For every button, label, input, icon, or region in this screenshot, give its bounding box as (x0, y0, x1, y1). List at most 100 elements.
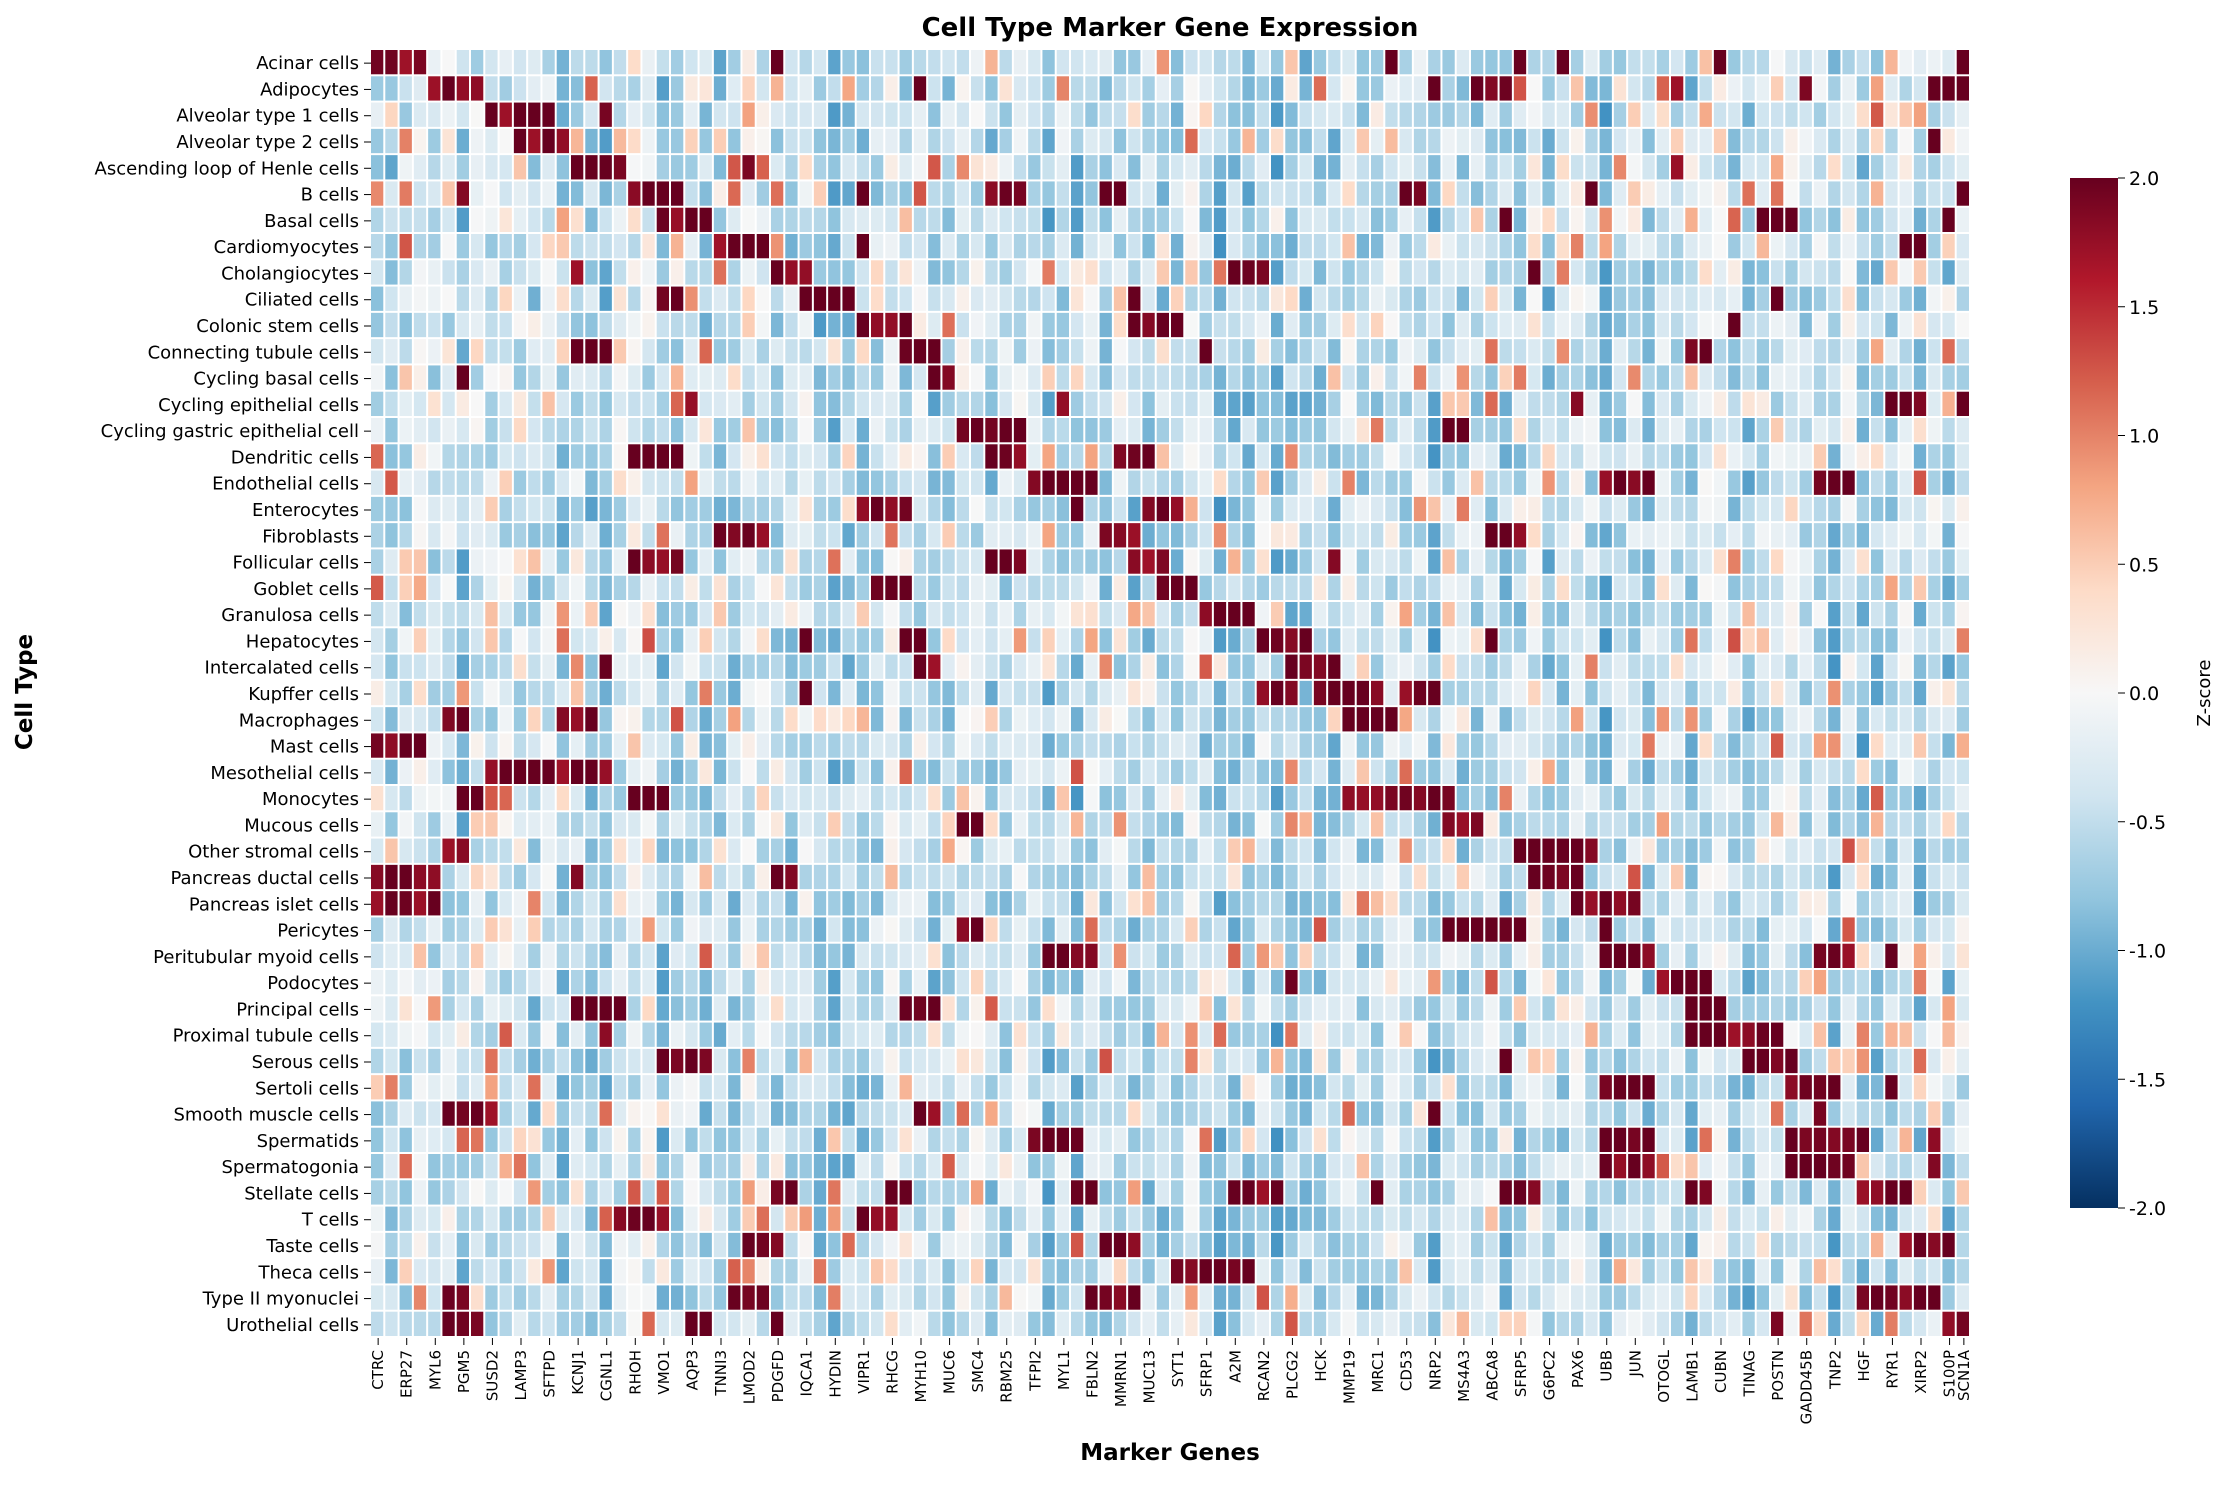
heatmap-cell (456, 602, 469, 627)
heatmap-cell (985, 339, 998, 364)
heatmap-cell (899, 575, 912, 600)
heatmap-cell (1556, 838, 1569, 863)
heatmap-cell (1242, 260, 1255, 285)
heatmap-cell (642, 1154, 655, 1179)
heatmap-cell (1499, 628, 1512, 653)
heatmap-cell (1885, 102, 1898, 127)
heatmap-cell (1656, 733, 1669, 758)
heatmap-cell (742, 496, 755, 522)
heatmap-cell (671, 1154, 684, 1179)
heatmap-cell (828, 602, 841, 627)
heatmap-cell (1528, 759, 1541, 784)
heatmap-cell (771, 365, 784, 390)
heatmap-cell (1513, 207, 1527, 232)
heatmap-cell (713, 838, 727, 863)
heatmap-cell (928, 654, 941, 679)
heatmap-cell (756, 128, 769, 154)
heatmap-cell (1599, 864, 1612, 890)
heatmap-cell (1128, 707, 1141, 732)
heatmap-cell (1813, 365, 1827, 390)
heatmap-cell (885, 759, 898, 784)
heatmap-cell (613, 680, 627, 706)
heatmap-cell (628, 549, 641, 574)
heatmap-cell (1356, 970, 1369, 995)
heatmap-cell (999, 339, 1012, 364)
heatmap-cell (1842, 864, 1855, 890)
heatmap-cell (1956, 128, 1969, 154)
heatmap-cell (1756, 155, 1769, 180)
heatmap-cell (1585, 996, 1598, 1021)
heatmap-cell (1485, 628, 1498, 653)
heatmap-cell (1713, 286, 1727, 311)
heatmap-cell (1813, 733, 1827, 758)
heatmap-cell (1913, 1101, 1927, 1126)
heatmap-cell (1342, 996, 1355, 1021)
heatmap-cell (1656, 1022, 1669, 1047)
heatmap-cell (1428, 917, 1441, 942)
heatmap-cell (1213, 943, 1227, 968)
heatmap-cell (1771, 549, 1784, 574)
heatmap-cell (1213, 339, 1227, 364)
heatmap-cell (1842, 786, 1855, 811)
heatmap-cell (1628, 970, 1641, 995)
heatmap-cell (842, 1180, 855, 1205)
heatmap-cell (371, 1048, 384, 1074)
heatmap-cell (599, 339, 612, 364)
heatmap-cell (956, 602, 969, 627)
heatmap-cell (1742, 523, 1755, 548)
heatmap-cell (1742, 575, 1755, 600)
heatmap-cell (1313, 365, 1327, 390)
heatmap-cell (1828, 1154, 1841, 1179)
heatmap-cell (1585, 128, 1598, 154)
heatmap-cell (871, 128, 884, 154)
heatmap-cell (1513, 549, 1527, 574)
heatmap-cell (1413, 234, 1427, 259)
heatmap-cell (628, 260, 641, 285)
heatmap-cell (771, 891, 784, 916)
heatmap-cell (828, 680, 841, 706)
heatmap-cell (1642, 523, 1655, 548)
heatmap-cell (956, 102, 969, 127)
heatmap-cell (671, 76, 684, 101)
heatmap-cell (1313, 523, 1327, 548)
heatmap-cell (1899, 970, 1912, 995)
heatmap-cell (1842, 496, 1855, 522)
heatmap-cell (756, 339, 769, 364)
heatmap-cell (628, 812, 641, 837)
heatmap-cell (1099, 1048, 1112, 1074)
heatmap-cell (1042, 470, 1055, 495)
heatmap-cell (1228, 1206, 1241, 1231)
heatmap-cell (799, 234, 812, 259)
heatmap-cell (585, 1075, 598, 1100)
heatmap-cell (628, 654, 641, 679)
heatmap-cell (1028, 1022, 1041, 1047)
heatmap-cell (1728, 391, 1741, 416)
heatmap-cell (1299, 523, 1312, 548)
heatmap-cell (528, 549, 541, 574)
heatmap-cell (585, 312, 598, 338)
heatmap-cell (1842, 444, 1855, 469)
heatmap-cell (813, 996, 827, 1021)
heatmap-cell (1428, 76, 1441, 101)
heatmap-cell (1813, 128, 1827, 154)
heatmap-cell (885, 943, 898, 968)
heatmap-cell (1885, 286, 1898, 311)
heatmap-cell (1899, 1048, 1912, 1074)
heatmap-cell (1128, 339, 1141, 364)
heatmap-cell (1785, 943, 1798, 968)
heatmap-cell (1585, 50, 1598, 75)
heatmap-cell (1285, 260, 1298, 285)
heatmap-cell (1928, 207, 1941, 232)
heatmap-cell (556, 786, 569, 811)
heatmap-cell (513, 312, 527, 338)
heatmap-cell (1856, 680, 1869, 706)
heatmap-cell (699, 1154, 712, 1179)
heatmap-cell (1785, 365, 1798, 390)
heatmap-cell (1885, 970, 1898, 995)
heatmap-cell (642, 602, 655, 627)
heatmap-cell (942, 1180, 955, 1205)
heatmap-cell (1042, 996, 1055, 1021)
heatmap-cell (1913, 102, 1927, 127)
heatmap-cell (1113, 128, 1127, 154)
heatmap-cell (1799, 838, 1812, 863)
